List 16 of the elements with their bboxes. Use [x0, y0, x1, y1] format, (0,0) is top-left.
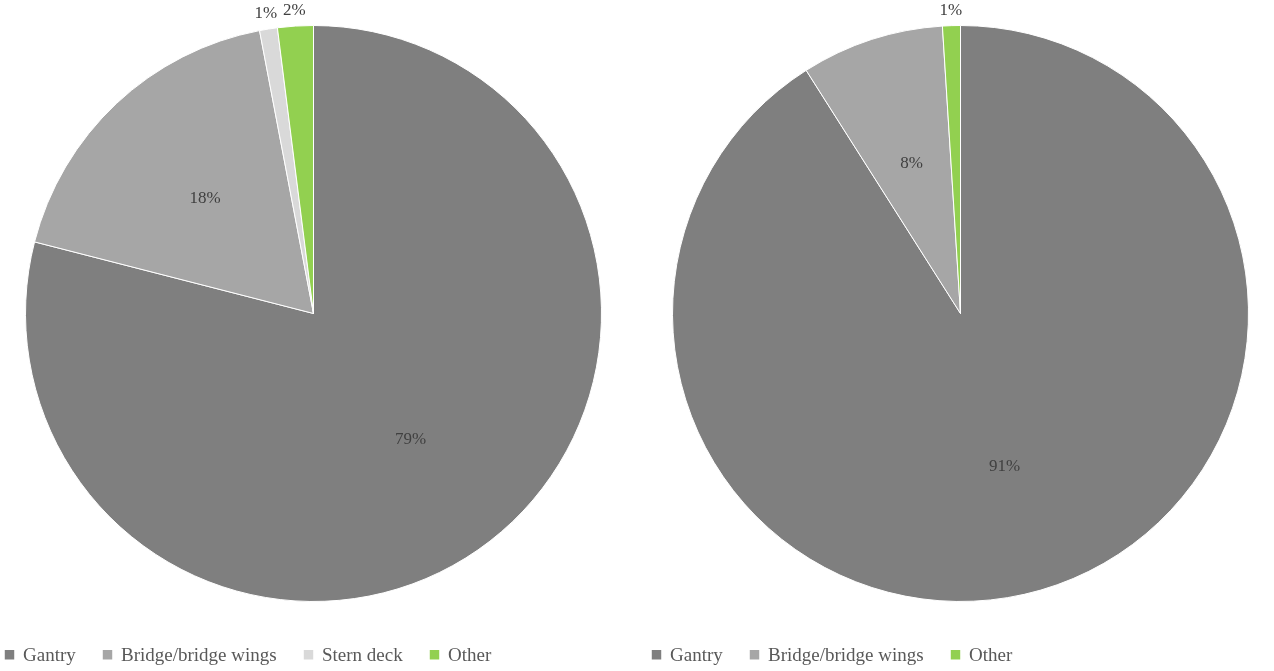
pie-slice — [672, 25, 1249, 602]
data-label: 91% — [989, 455, 1021, 475]
legend-label: Other — [448, 643, 492, 665]
pie-slice — [25, 25, 602, 602]
legend-label: Stern deck — [322, 643, 404, 665]
data-label: 1% — [254, 3, 278, 23]
data-label: 79% — [395, 428, 427, 448]
legend-label: Gantry — [23, 643, 77, 665]
data-label: 8% — [900, 152, 923, 172]
data-label: 2% — [283, 0, 306, 20]
legend-label: Other — [969, 643, 1013, 665]
data-label: 18% — [189, 188, 221, 208]
legend-label: Gantry — [670, 643, 724, 665]
legend-label: Bridge/bridge wings — [121, 643, 277, 665]
legend-label: Bridge/bridge wings — [768, 643, 924, 665]
data-label: 1% — [939, 0, 963, 19]
